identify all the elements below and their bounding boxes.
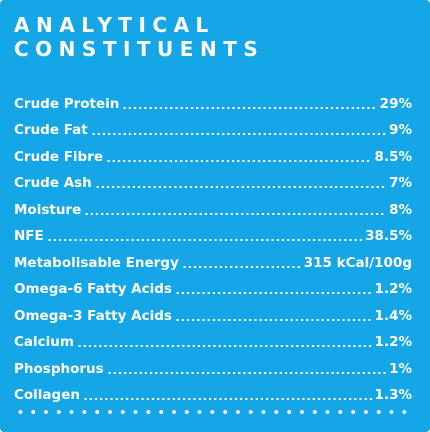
constituent-name: Metabolisable Energy xyxy=(14,254,179,271)
constituent-value: 8% xyxy=(389,201,412,218)
dot-leader xyxy=(122,106,377,109)
constituent-name: Crude Fat xyxy=(14,122,88,138)
constituent-name: Omega-6 Fatty Acids xyxy=(14,281,172,297)
constituent-row-nfe: NFE 38.5% xyxy=(14,219,412,246)
constituent-value: 9% xyxy=(389,122,412,138)
constituent-row-crude-ash: Crude Ash 7% xyxy=(14,166,412,193)
dot-leader xyxy=(76,345,372,347)
dot-leader xyxy=(181,265,301,268)
title-line-2: CONSTITUENTS xyxy=(14,37,265,61)
constituent-name: Collagen xyxy=(14,387,80,403)
constituent-value: 1.3% xyxy=(374,387,412,403)
dot-leader xyxy=(106,159,372,162)
constituent-row-omega-6: Omega-6 Fatty Acids 1.2% xyxy=(14,272,412,299)
title-line-1: ANALYTICAL xyxy=(14,13,215,37)
constituent-value: 1.2% xyxy=(374,281,412,297)
dot-leader xyxy=(84,212,387,215)
constituent-row-metabolisable-energy: Metabolisable Energy 315 kCal/100g xyxy=(14,245,412,272)
constituent-value: 1% xyxy=(389,360,412,377)
constituent-value: 315 kCal/100g xyxy=(303,254,412,271)
constituent-value: 1.4% xyxy=(374,307,412,324)
constituent-value: 1.2% xyxy=(374,334,412,350)
constituent-row-omega-3: Omega-3 Fatty Acids 1.4% xyxy=(14,298,412,325)
constituent-value: 29% xyxy=(379,95,412,112)
dot-leader xyxy=(46,239,363,241)
dot-leader xyxy=(174,292,372,294)
constituent-name: Calcium xyxy=(14,334,74,350)
dot-leader xyxy=(106,371,387,374)
constituent-name: Crude Ash xyxy=(14,175,92,191)
constituent-row-collagen: Collagen 1.3% xyxy=(14,378,412,405)
constituent-row-crude-protein: Crude Protein 29% xyxy=(14,86,412,113)
constituent-name: Moisture xyxy=(14,201,82,218)
constituent-name: Crude Fibre xyxy=(14,148,104,165)
constituent-value: 38.5% xyxy=(365,228,412,244)
constituent-row-calcium: Calcium 1.2% xyxy=(14,325,412,352)
decorative-dotted-divider xyxy=(14,410,414,414)
constituents-list: Crude Protein 29% Crude Fat 9% Crude Fib… xyxy=(14,86,412,404)
constituent-row-crude-fat: Crude Fat 9% xyxy=(14,113,412,140)
constituent-row-moisture: Moisture 8% xyxy=(14,192,412,219)
constituent-name: Omega-3 Fatty Acids xyxy=(14,307,172,324)
constituent-row-phosphorus: Phosphorus 1% xyxy=(14,351,412,378)
panel-title: ANALYTICAL CONSTITUENTS xyxy=(14,13,264,61)
constituent-value: 8.5% xyxy=(374,148,412,165)
dot-leader xyxy=(94,186,387,188)
dot-leader xyxy=(90,133,387,135)
constituent-name: Phosphorus xyxy=(14,360,104,377)
constituent-row-crude-fibre: Crude Fibre 8.5% xyxy=(14,139,412,166)
constituent-name: NFE xyxy=(14,228,44,244)
constituent-name: Crude Protein xyxy=(14,95,120,112)
dot-leader xyxy=(174,318,372,321)
dot-leader xyxy=(82,398,372,400)
constituent-value: 7% xyxy=(389,175,412,191)
